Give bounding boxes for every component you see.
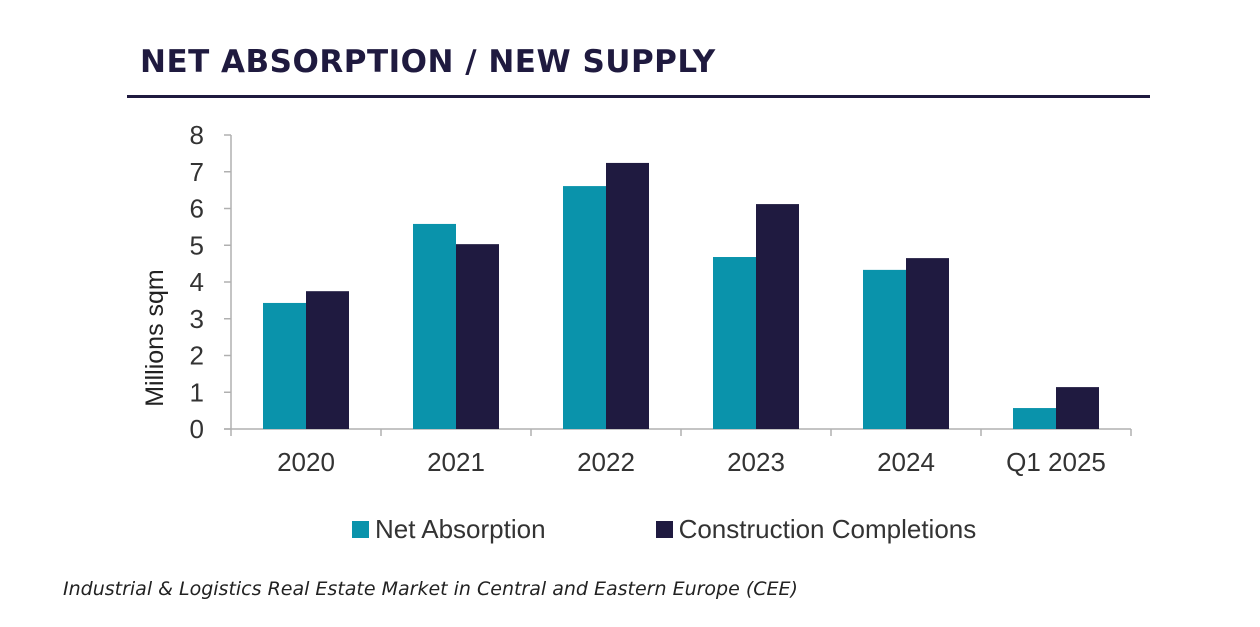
bar-construction-completions [756, 204, 799, 429]
x-tick-label: 2022 [577, 447, 635, 477]
y-tick-label: 5 [190, 230, 204, 260]
x-tick-label: 2020 [277, 447, 335, 477]
legend-swatch-construction-completions [655, 521, 673, 538]
legend: Net Absorption Construction Completions [352, 514, 1086, 545]
chart-title: NET ABSORPTION / NEW SUPPLY [140, 44, 716, 80]
bar-construction-completions [906, 258, 949, 429]
legend-label-construction-completions: Construction Completions [678, 514, 977, 544]
bar-construction-completions [306, 291, 349, 429]
y-tick-label: 6 [190, 194, 204, 224]
y-tick-label: 4 [190, 267, 204, 297]
bar-construction-completions [456, 244, 499, 429]
source-caption: Industrial & Logistics Real Estate Marke… [63, 578, 798, 600]
y-tick-labels: 0 1 2 3 4 5 6 7 8 [190, 120, 204, 444]
bar-net-absorption [413, 223, 456, 429]
y-tick-label: 2 [190, 341, 204, 371]
bar-construction-completions [1056, 387, 1099, 429]
y-tick-label: 0 [190, 414, 204, 444]
x-tick-label: 2021 [427, 447, 485, 477]
legend-item-net-absorption: Net Absorption [352, 514, 546, 545]
y-tick-label: 8 [190, 120, 204, 150]
y-tick-label: 1 [190, 377, 204, 407]
x-tick-label: 2024 [877, 447, 935, 477]
axes [224, 134, 1132, 436]
legend-swatch-net-absorption [352, 521, 369, 538]
x-tick-label: 2023 [727, 447, 785, 477]
bar-construction-completions [606, 162, 649, 429]
legend-item-construction-completions: Construction Completions [655, 514, 977, 545]
y-tick-label: 7 [190, 157, 204, 187]
y-tick-label: 3 [190, 304, 204, 334]
title-underline [127, 95, 1150, 98]
bar-net-absorption [563, 186, 606, 429]
bar-net-absorption [263, 302, 306, 429]
x-tick-labels: 2020 2021 2022 2023 2024 Q1 2025 [277, 447, 1106, 477]
bar-net-absorption [863, 269, 906, 429]
legend-label-net-absorption: Net Absorption [375, 514, 546, 544]
x-tick-label: Q1 2025 [1006, 447, 1106, 477]
y-axis-label: Millions sqm [141, 269, 169, 407]
bars [263, 162, 1099, 429]
bar-net-absorption [713, 257, 756, 429]
bar-net-absorption [1013, 408, 1056, 429]
